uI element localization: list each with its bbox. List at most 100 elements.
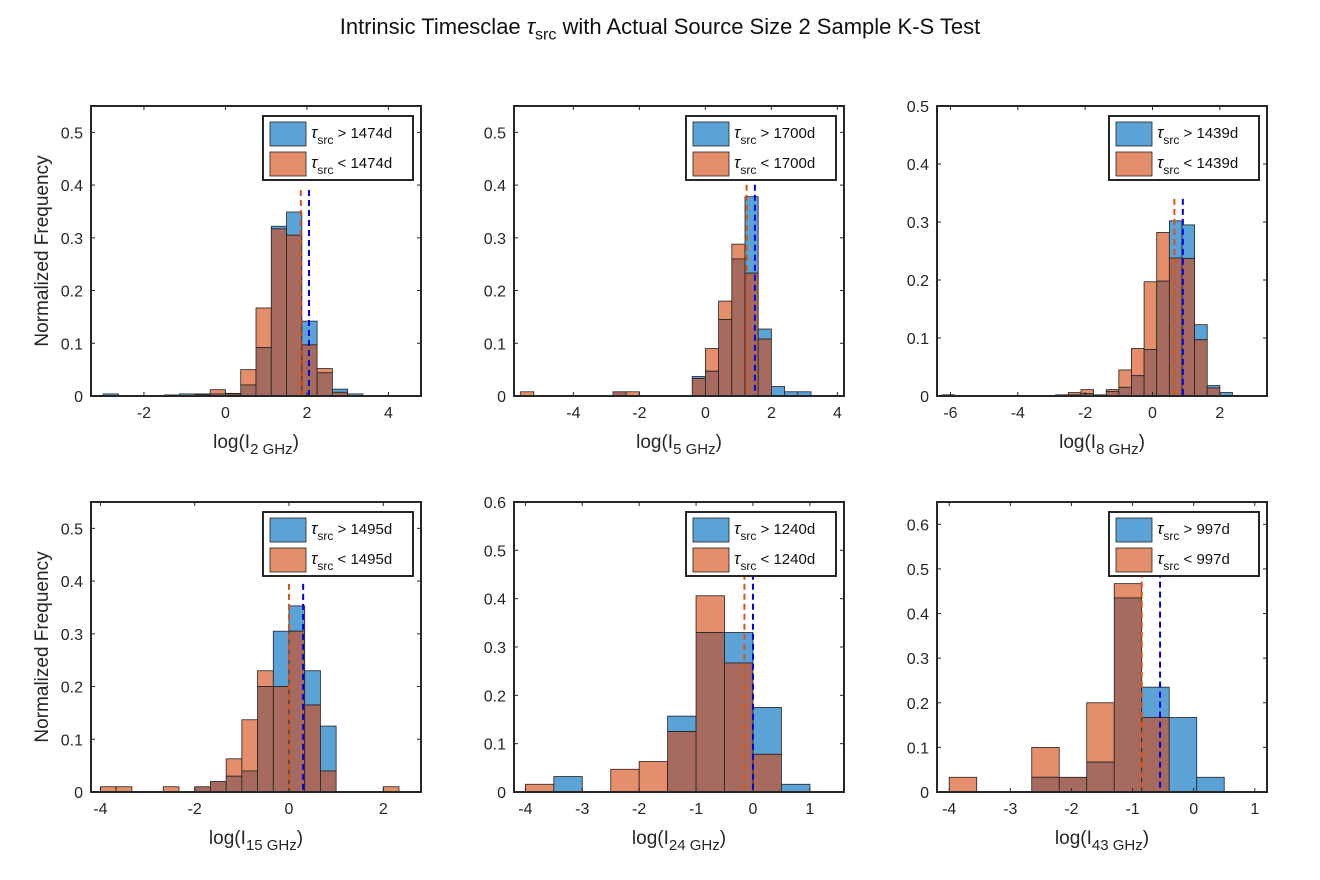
- y-axis-label: Normalized Frequency: [32, 551, 53, 743]
- bar: [1031, 776, 1060, 792]
- bar: [162, 786, 180, 792]
- axes-frame: [90, 105, 422, 397]
- legend-swatch: [1115, 547, 1153, 573]
- legend-label: τsrc > 1439d: [1157, 123, 1238, 147]
- x-tick-label: 0: [701, 405, 710, 422]
- y-tick-label: 0.2: [907, 273, 929, 290]
- bar: [286, 211, 303, 236]
- bar: [1080, 389, 1094, 395]
- bar: [718, 300, 733, 320]
- x-tick-label: 0: [221, 405, 230, 422]
- x-tick-label: -4: [93, 801, 107, 818]
- axes-frame: [513, 105, 845, 397]
- bar: [731, 258, 746, 396]
- bar: [209, 389, 226, 395]
- bar: [225, 758, 243, 777]
- bar: [1113, 597, 1143, 792]
- bar: [691, 378, 706, 396]
- y-tick-label: 0.3: [61, 231, 83, 248]
- x-tick-label: -1: [689, 801, 703, 818]
- bar: [797, 391, 812, 396]
- bar: [1181, 224, 1196, 259]
- x-axis-label: log(I43 GHz): [1055, 828, 1149, 854]
- bar: [948, 776, 978, 792]
- panel-4: -4 -3 -2 -1 0 1 0 0.1 0.2 0.3 0.4 0.5 0.6 log(I24 GHz…: [484, 495, 845, 854]
- y-tick-label: 0.1: [907, 740, 929, 757]
- bar: [1196, 776, 1225, 792]
- x-tick-label: -2: [1064, 801, 1078, 818]
- legend-swatch: [692, 547, 730, 573]
- legend-swatch: [269, 547, 307, 573]
- bar: [1194, 324, 1208, 341]
- bar: [757, 338, 772, 396]
- bar: [316, 368, 333, 374]
- x-tick-label: 4: [833, 405, 842, 422]
- y-tick-label: 0.1: [61, 732, 83, 749]
- panel-3: -4 -2 0 2 0 0.1 0.2 0.3 0.4 0.5 log(I15 GHz) Normal…: [32, 501, 422, 854]
- x-tick-label: 4: [384, 405, 393, 422]
- legend-label: τsrc > 1700d: [734, 123, 815, 147]
- bar: [1156, 280, 1170, 396]
- y-tick-label: 0.5: [907, 99, 929, 116]
- y-tick-label: 0.1: [907, 331, 929, 348]
- legend: τsrc > 1495d τsrc < 1495d: [262, 511, 414, 577]
- panel-2: -6 -4 -2 0 2 0 0.1 0.2 0.3 0.4 0.5 log(I8 GHz) τsrc …: [907, 99, 1268, 458]
- title-tau-symbol: τ: [526, 14, 536, 39]
- y-tick-label: 0.2: [484, 284, 506, 301]
- y-tick-label: 0.2: [61, 680, 83, 697]
- bar: [255, 307, 272, 348]
- bar: [320, 770, 337, 792]
- bar: [241, 770, 258, 792]
- bar: [610, 768, 640, 792]
- bar: [1168, 220, 1183, 259]
- x-tick-label: 2: [302, 405, 311, 422]
- y-tick-label: 0.3: [907, 651, 929, 668]
- bar: [781, 783, 811, 792]
- x-tick-label: -4: [942, 801, 956, 818]
- x-axis-label: log(I15 GHz): [209, 828, 303, 854]
- bar: [718, 319, 733, 396]
- plot-area: [520, 174, 812, 396]
- bar: [1143, 281, 1158, 350]
- legend-swatch: [1115, 121, 1153, 147]
- bar: [210, 781, 227, 792]
- legend: τsrc > 1474d τsrc < 1474d: [262, 115, 414, 181]
- x-tick-label: 2: [767, 405, 776, 422]
- bar: [757, 328, 772, 340]
- x-tick-label: -1: [1125, 801, 1139, 818]
- bar: [1131, 375, 1145, 396]
- bar: [115, 786, 133, 792]
- bar: [1086, 702, 1115, 763]
- legend-swatch: [1115, 151, 1153, 177]
- legend-swatch: [269, 151, 307, 177]
- legend-label: τsrc < 1700d: [734, 153, 815, 177]
- y-tick-label: 0: [920, 389, 929, 406]
- bar: [1168, 257, 1183, 396]
- y-tick-label: 0.6: [484, 495, 506, 512]
- bar: [240, 384, 257, 396]
- x-tick-label: 2: [1215, 405, 1224, 422]
- bar: [695, 595, 725, 633]
- bar: [257, 670, 274, 687]
- bar: [553, 776, 583, 792]
- y-tick-label: 0.4: [907, 607, 929, 624]
- y-tick-label: 0.4: [484, 592, 506, 609]
- bar: [1086, 761, 1115, 792]
- bar: [667, 715, 697, 732]
- legend-swatch: [269, 517, 307, 543]
- y-tick-label: 0.2: [907, 696, 929, 713]
- y-tick-label: 0.5: [61, 521, 83, 538]
- x-tick-label: -2: [632, 801, 646, 818]
- bar: [272, 686, 290, 792]
- bar: [1131, 348, 1145, 377]
- bar: [1031, 746, 1060, 778]
- x-tick-label: -6: [943, 405, 957, 422]
- y-tick-label: 0: [497, 785, 506, 802]
- legend-label: τsrc < 1495d: [311, 549, 392, 573]
- y-tick-label: 0.3: [61, 627, 83, 644]
- plot-area: [948, 561, 1225, 792]
- x-tick-label: -2: [632, 405, 646, 422]
- bar: [520, 391, 535, 396]
- x-axis-label: log(I8 GHz): [1059, 432, 1145, 458]
